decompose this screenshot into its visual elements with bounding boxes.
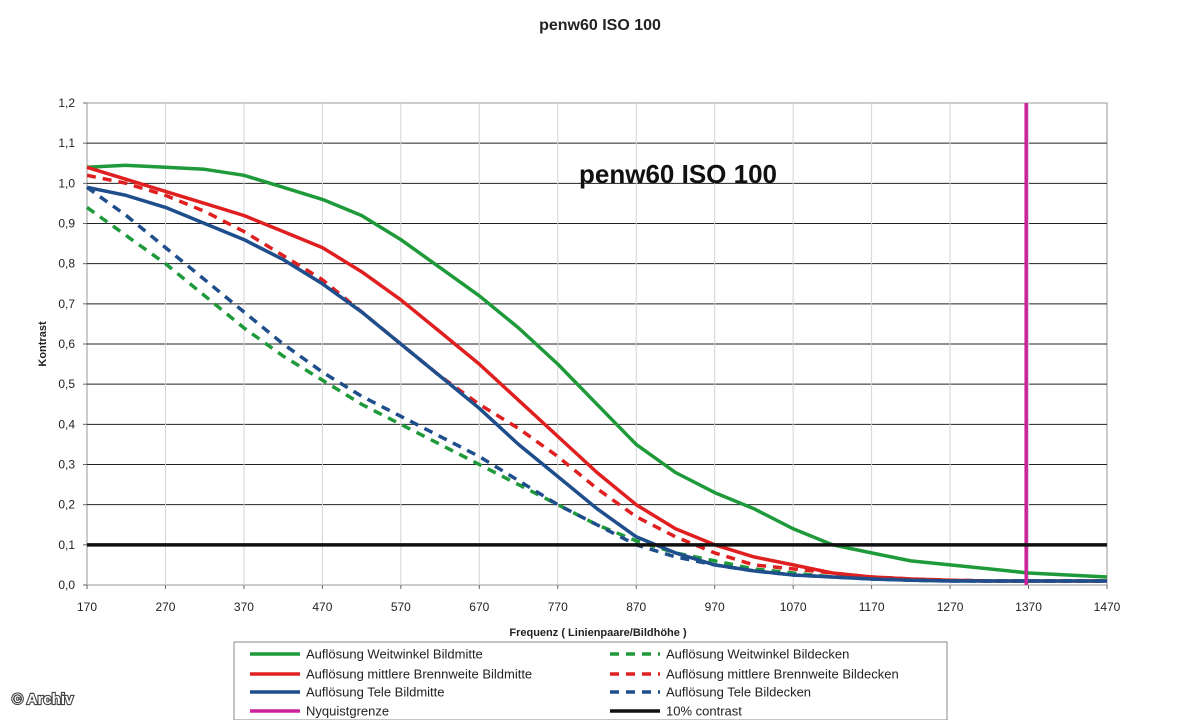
y-tick-label: 0,1 (58, 538, 75, 552)
y-axis-ticks: 0,0 0,1 0,2 0,3 0,4 0,5 0,6 0,7 0,8 0,9 1,0 1,1 1,2 (58, 96, 87, 592)
legend-item-auflosung-tele-bildecken: Auflösung Tele Bildecken (610, 685, 811, 700)
y-tick-label: 1,2 (58, 96, 75, 110)
x-tick-label: 270 (155, 600, 175, 614)
y-tick-label: 0,9 (58, 217, 75, 231)
inner-chart-title: penw60 ISO 100 (579, 159, 777, 189)
series-line-auflosung-weitwinkel-bildmitte (86, 163, 1108, 579)
legend-label: Auflösung mittlere Brennweite Bildecken (666, 667, 899, 682)
x-tick-label: 1470 (1094, 600, 1121, 614)
legend-label: Auflösung Tele Bildmitte (306, 685, 445, 700)
x-tick-label: 170 (77, 600, 97, 614)
y-tick-label: 0,8 (58, 257, 75, 271)
y-tick-label: 0,3 (58, 458, 75, 472)
legend-item-nyquistgrenze: Nyquistgrenze (250, 704, 389, 719)
chart-title: penw60 ISO 100 (539, 17, 661, 34)
y-tick-label: 1,1 (58, 136, 75, 150)
legend-item-10-contrast: 10% contrast (610, 704, 742, 719)
legend-label: 10% contrast (666, 704, 742, 719)
legend-label: Auflösung mittlere Brennweite Bildmitte (306, 667, 532, 682)
x-axis-ticks: 170 270 370 470 570 670 770 870 970 1070 1170 1270 1… (77, 585, 1121, 614)
series-lines (85, 163, 1108, 583)
x-tick-label: 370 (234, 600, 254, 614)
series-line-auflosung-tele-bildecken (85, 185, 1107, 583)
y-tick-label: 1,0 (58, 176, 75, 190)
x-tick-label: 670 (469, 600, 489, 614)
legend-label: Auflösung Tele Bildecken (666, 685, 811, 700)
legend-item-auflosung-mittlere-brennweite-bildecken: Auflösung mittlere Brennweite Bildecken (610, 667, 899, 682)
x-tick-label: 1370 (1015, 600, 1042, 614)
legend-label: Auflösung Weitwinkel Bildecken (666, 647, 849, 662)
y-tick-label: 0,5 (58, 377, 75, 391)
y-tick-label: 0,4 (58, 417, 75, 431)
x-tick-label: 470 (312, 600, 332, 614)
y-tick-label: 0,7 (58, 297, 75, 311)
x-tick-label: 1070 (780, 600, 807, 614)
x-axis-label: Frequenz ( Linienpaare/Bildhöhe ) (509, 627, 687, 639)
legend-item-auflosung-weitwinkel-bildecken: Auflösung Weitwinkel Bildecken (610, 647, 849, 662)
legend-label: Nyquistgrenze (306, 704, 389, 719)
y-tick-label: 0,6 (58, 337, 75, 351)
y-tick-label: 0,2 (58, 498, 75, 512)
legend: Auflösung Weitwinkel Bildmitte Auflösung … (250, 647, 899, 719)
reference-lines (87, 103, 1107, 585)
y-axis-label: Kontrast (37, 321, 49, 367)
x-tick-label: 570 (391, 600, 411, 614)
copyright-watermark: © Archiv (12, 691, 74, 708)
legend-item-auflosung-mittlere-brennweite-bildmitte: Auflösung mittlere Brennweite Bildmitte (250, 667, 532, 682)
legend-item-auflosung-tele-bildmitte: Auflösung Tele Bildmitte (250, 685, 445, 700)
x-tick-label: 770 (548, 600, 568, 614)
legend-label: Auflösung Weitwinkel Bildmitte (306, 647, 483, 662)
y-tick-label: 0,0 (58, 578, 75, 592)
x-tick-label: 1170 (859, 600, 885, 614)
legend-item-auflosung-weitwinkel-bildmitte: Auflösung Weitwinkel Bildmitte (250, 647, 483, 662)
x-tick-label: 970 (705, 600, 725, 614)
x-tick-label: 870 (626, 600, 646, 614)
x-tick-label: 1270 (937, 600, 964, 614)
legend-box (233, 641, 948, 721)
